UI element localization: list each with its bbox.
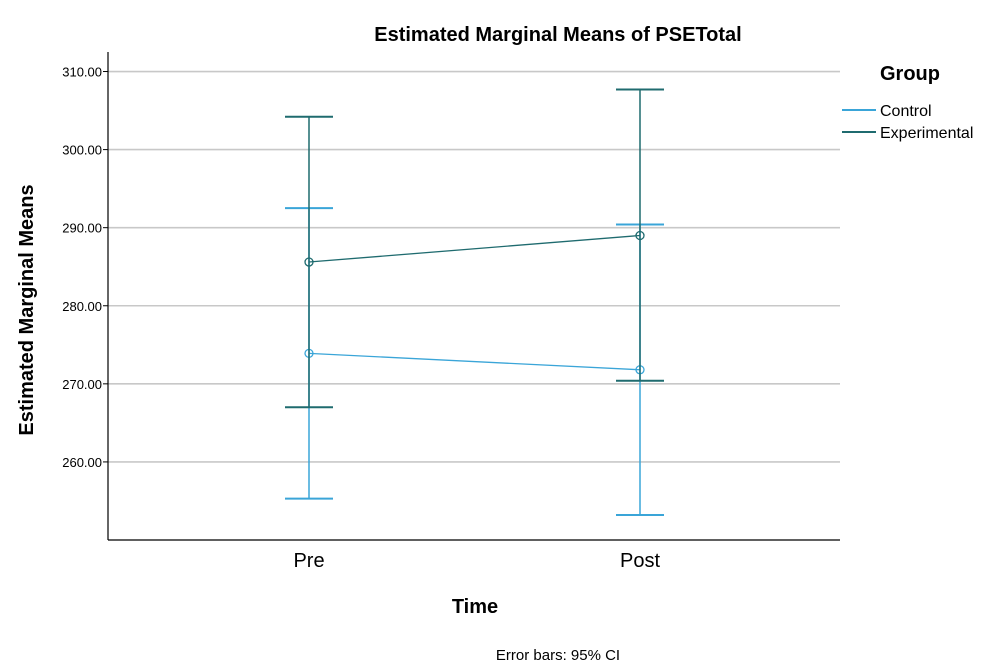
x-tick-label: Pre [293,550,324,572]
axes [107,52,840,541]
y-tick-label: 300.00 [62,143,102,158]
y-tick-labels: 260.00 270.00 280.00 290.00 300.00 310.00 [62,65,102,470]
data-point [635,230,645,241]
x-tick-labels: Pre Post [293,550,660,572]
x-axis-title: Time [452,596,498,618]
chart-title: Estimated Marginal Means of PSETotal [374,24,741,46]
y-tick-label: 260.00 [62,455,102,470]
legend-title: Group [880,63,940,85]
y-tick-label: 280.00 [62,299,102,314]
series-experimental [285,88,664,409]
series-line [308,234,641,263]
series-control [285,207,664,517]
y-tick-label: 290.00 [62,221,102,236]
legend-label: Experimental [880,125,973,142]
data-point [304,257,314,267]
legend-label: Control [880,103,932,120]
y-tick-label: 270.00 [62,377,102,392]
series-layer [285,88,664,517]
error-bar-footnote: Error bars: 95% CI [496,647,620,664]
y-axis-title: Estimated Marginal Means [16,184,38,435]
gridlines [103,70,840,463]
series-line [308,352,641,371]
y-tick-label: 310.00 [62,65,102,80]
x-tick-label: Post [620,550,660,572]
legend: Control Experimental [842,103,973,142]
